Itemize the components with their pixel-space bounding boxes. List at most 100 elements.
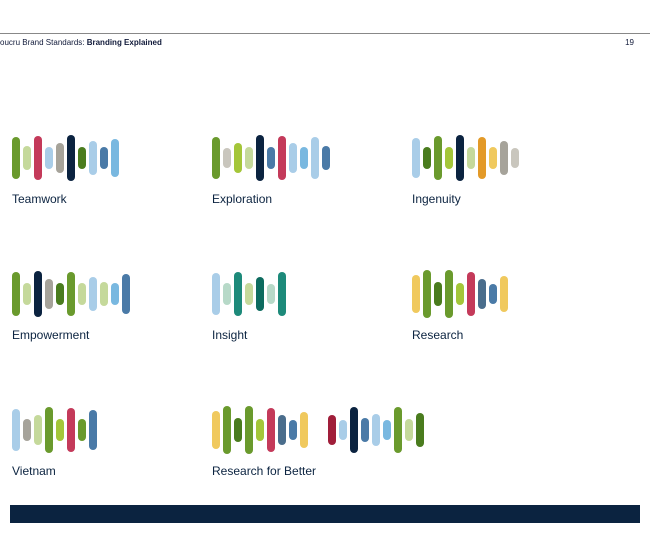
bar <box>223 283 231 305</box>
bar <box>12 137 20 179</box>
bar <box>256 135 264 181</box>
bar <box>34 271 42 317</box>
bar <box>245 283 253 305</box>
bar <box>234 143 242 173</box>
item-label: Empowerment <box>12 328 212 342</box>
bar <box>223 148 231 168</box>
bar <box>100 282 108 306</box>
brand-name-light: oucru Brand Standards: <box>0 38 87 47</box>
bar <box>256 419 264 441</box>
brand-item: Research for Better <box>212 402 552 478</box>
brand-item: Insight <box>212 266 412 342</box>
item-label: Teamwork <box>12 192 212 206</box>
bar <box>45 279 53 309</box>
bar <box>500 276 508 312</box>
bar <box>122 274 130 314</box>
content-grid: TeamworkExplorationIngenuityEmpowermentI… <box>12 130 638 538</box>
bar <box>478 137 486 179</box>
bar <box>89 277 97 311</box>
bar <box>511 148 519 168</box>
brand-item: Ingenuity <box>412 130 612 206</box>
bar <box>23 283 31 305</box>
bar <box>67 135 75 181</box>
bar <box>212 273 220 315</box>
item-label: Research for Better <box>212 464 552 478</box>
bar <box>405 419 413 441</box>
bar <box>267 284 275 304</box>
bar <box>212 137 220 179</box>
bar <box>56 283 64 305</box>
bar <box>489 147 497 169</box>
bar <box>223 406 231 454</box>
bar <box>467 147 475 169</box>
bar <box>78 419 86 441</box>
bar <box>423 270 431 318</box>
bar <box>78 283 86 305</box>
brand-item: Empowerment <box>12 266 212 342</box>
bar <box>278 272 286 316</box>
bar <box>339 420 347 440</box>
bar <box>267 147 275 169</box>
item-label: Vietnam <box>12 464 212 478</box>
bar <box>289 420 297 440</box>
bar <box>383 420 391 440</box>
item-label: Ingenuity <box>412 192 612 206</box>
bar <box>34 136 42 180</box>
bar-group <box>12 266 212 322</box>
bar-group <box>412 130 612 186</box>
bar <box>245 147 253 169</box>
bar <box>467 272 475 316</box>
bar <box>500 141 508 175</box>
bar <box>89 141 97 175</box>
bar <box>394 407 402 453</box>
brand-item: Teamwork <box>12 130 212 206</box>
bar <box>23 419 31 441</box>
bar <box>245 406 253 454</box>
bar <box>34 415 42 445</box>
item-label: Research <box>412 328 612 342</box>
bar <box>45 407 53 453</box>
bar-group <box>12 130 212 186</box>
brand-item: Exploration <box>212 130 412 206</box>
bar <box>278 415 286 445</box>
bar <box>445 270 453 318</box>
bar <box>489 284 497 304</box>
row: VietnamResearch for Better <box>12 402 638 478</box>
bar <box>67 272 75 316</box>
brand-item: Research <box>412 266 612 342</box>
bar <box>67 408 75 452</box>
item-label: Insight <box>212 328 412 342</box>
bar <box>322 146 330 170</box>
bar-group <box>212 130 412 186</box>
bar <box>111 283 119 305</box>
bar <box>267 408 275 452</box>
page-header: oucru Brand Standards: Branding Explaine… <box>0 33 650 38</box>
bar-group <box>212 266 412 322</box>
bar <box>234 418 242 442</box>
bar <box>89 410 97 450</box>
bar <box>434 136 442 180</box>
bar <box>434 282 442 306</box>
brand-item: Vietnam <box>12 402 212 478</box>
header-breadcrumb: oucru Brand Standards: Branding Explaine… <box>0 38 162 47</box>
bar <box>56 143 64 173</box>
bar <box>212 411 220 449</box>
bar <box>412 275 420 313</box>
row: TeamworkExplorationIngenuity <box>12 130 638 206</box>
item-label: Exploration <box>212 192 412 206</box>
bar-group <box>212 402 552 458</box>
bar <box>45 147 53 169</box>
bar <box>56 419 64 441</box>
page-number: 19 <box>625 38 634 47</box>
bar <box>100 147 108 169</box>
bar <box>256 277 264 311</box>
bar <box>478 279 486 309</box>
bar <box>289 143 297 173</box>
bar <box>300 412 308 448</box>
row: EmpowermentInsightResearch <box>12 266 638 342</box>
footer-bar <box>10 505 640 523</box>
bar <box>416 413 424 447</box>
bar <box>300 147 308 169</box>
bar <box>23 146 31 170</box>
bar-group <box>12 402 212 458</box>
